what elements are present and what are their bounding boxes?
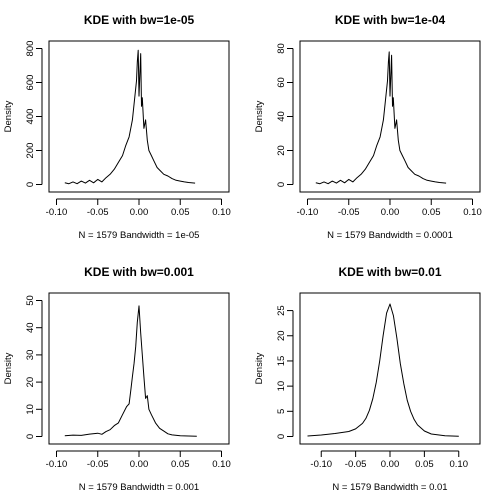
plot-frame bbox=[48, 292, 230, 445]
y-tick-label: 25 bbox=[276, 305, 287, 316]
chart-title: KDE with bw=0.001 bbox=[84, 265, 194, 279]
y-tick-label: 10 bbox=[25, 404, 36, 415]
x-tick-label: 0.05 bbox=[422, 207, 441, 218]
density-line bbox=[64, 305, 197, 437]
y-tick-label: 10 bbox=[276, 381, 287, 392]
chart-title: KDE with bw=0.01 bbox=[338, 265, 441, 279]
panel-3: KDE with bw=0.001 -0.10 -0.05 0.00 0.05 0.10 0… bbox=[3, 265, 231, 493]
y-tick-label: 40 bbox=[25, 322, 36, 333]
y-tick-label: 0 bbox=[25, 434, 36, 439]
x-axis-label: N = 1579 Bandwidth = 0.001 bbox=[79, 482, 199, 493]
x-tick-label: -0.05 bbox=[87, 207, 109, 218]
x-tick-label: -0.05 bbox=[338, 207, 360, 218]
x-tick-label: 0.10 bbox=[212, 207, 231, 218]
x-tick-label: 0.10 bbox=[212, 459, 231, 470]
y-tick-label: 80 bbox=[276, 43, 287, 54]
y-tick-label: 5 bbox=[276, 409, 287, 414]
y-tick-label: 20 bbox=[25, 377, 36, 388]
panel-1: KDE with bw=1e-05 -0.10 -0.05 0.00 0.05 0.10 0… bbox=[3, 13, 231, 241]
y-tick-label: 50 bbox=[25, 295, 36, 306]
x-axis-label: N = 1579 Bandwidth = 0.0001 bbox=[327, 230, 453, 241]
plot-frame bbox=[48, 40, 230, 193]
y-tick-label: 600 bbox=[25, 75, 36, 91]
x-tick-label: 0.00 bbox=[381, 207, 400, 218]
chart-title: KDE with bw=1e-04 bbox=[335, 13, 446, 27]
x-tick-label: 0.05 bbox=[171, 459, 190, 470]
density-line bbox=[64, 49, 196, 185]
x-tick-label: -0.10 bbox=[297, 207, 319, 218]
y-tick-label: 20 bbox=[276, 145, 287, 156]
y-tick-label: 40 bbox=[276, 111, 287, 122]
y-axis-label: Density bbox=[3, 352, 14, 384]
y-axis-label: Density bbox=[254, 100, 265, 132]
x-tick-label: 0.05 bbox=[171, 207, 190, 218]
x-tick-label: -0.05 bbox=[87, 459, 109, 470]
y-axis-label: Density bbox=[3, 100, 14, 132]
x-tick-label: 0.00 bbox=[130, 207, 149, 218]
panel-2: KDE with bw=1e-04 -0.10 -0.05 0.00 0.05 0.10 0… bbox=[254, 13, 482, 241]
y-tick-label: 30 bbox=[25, 350, 36, 361]
x-axis-label: N = 1579 Bandwidth = 0.01 bbox=[332, 482, 447, 493]
panel-4: KDE with bw=0.01 -0.10 -0.05 0.00 0.05 0.10 0 5… bbox=[254, 265, 481, 493]
y-tick-label: 0 bbox=[276, 434, 287, 439]
y-tick-label: 20 bbox=[276, 330, 287, 341]
x-tick-label: 0.05 bbox=[415, 459, 434, 470]
plot-frame bbox=[299, 40, 481, 193]
x-tick-label: -0.05 bbox=[345, 459, 367, 470]
x-tick-label: 0.10 bbox=[463, 207, 482, 218]
plot-frame bbox=[299, 292, 481, 445]
x-tick-label: 0.00 bbox=[381, 459, 400, 470]
y-tick-label: 15 bbox=[276, 356, 287, 367]
y-tick-label: 800 bbox=[25, 41, 36, 57]
y-axis-label: Density bbox=[254, 352, 265, 384]
y-tick-label: 60 bbox=[276, 77, 287, 88]
density-line bbox=[307, 303, 459, 437]
x-tick-label: 0.10 bbox=[450, 459, 469, 470]
y-tick-label: 200 bbox=[25, 143, 36, 159]
chart-title: KDE with bw=1e-05 bbox=[84, 13, 195, 27]
y-tick-label: 0 bbox=[25, 182, 36, 187]
x-tick-label: 0.00 bbox=[130, 459, 149, 470]
density-line bbox=[315, 51, 447, 185]
x-tick-label: -0.10 bbox=[46, 459, 68, 470]
x-tick-label: -0.10 bbox=[46, 207, 68, 218]
y-tick-label: 0 bbox=[276, 182, 287, 187]
x-axis-label: N = 1579 Bandwidth = 1e-05 bbox=[79, 230, 200, 241]
y-tick-label: 400 bbox=[25, 109, 36, 125]
x-tick-label: -0.10 bbox=[310, 459, 332, 470]
